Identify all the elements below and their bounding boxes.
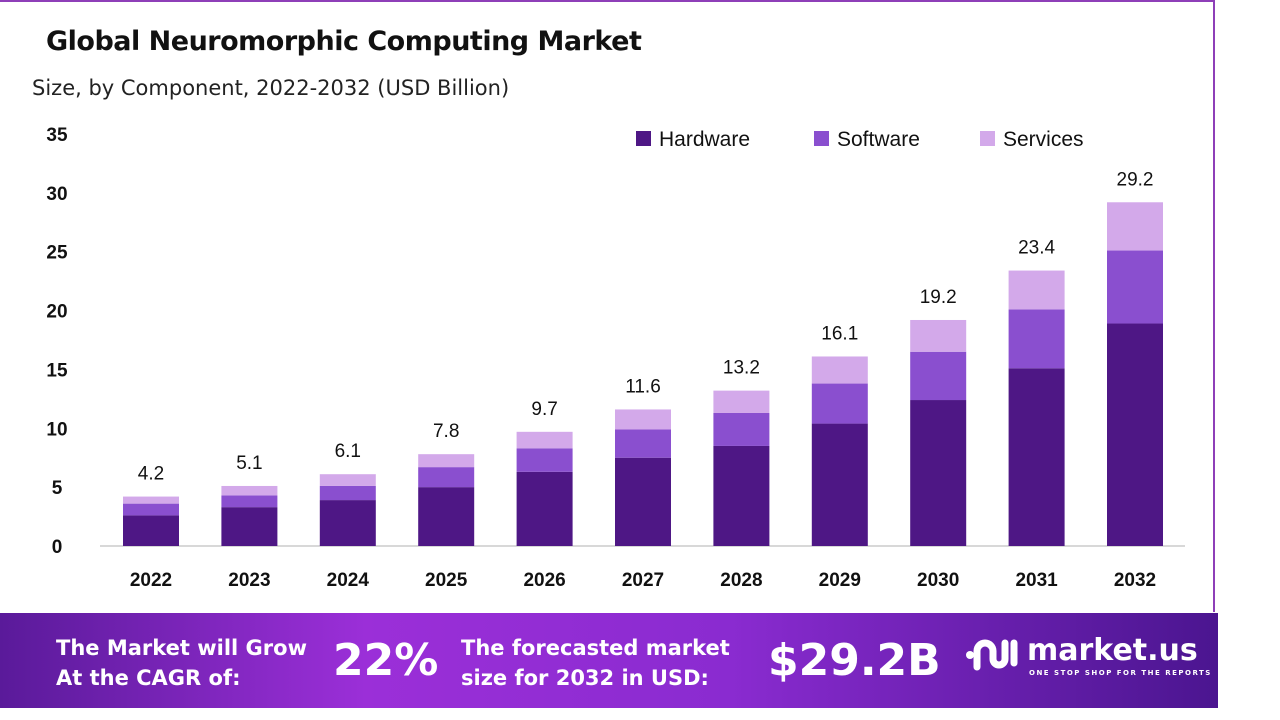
y-tick-label: 20 bbox=[46, 302, 67, 323]
x-tick-label: 2031 bbox=[1015, 570, 1058, 591]
summary-banner: The Market will Grow At the CAGR of: 22%… bbox=[0, 613, 1218, 708]
y-tick-label: 25 bbox=[46, 243, 68, 264]
data-label: 7.8 bbox=[433, 421, 459, 442]
bar-segment-hardware bbox=[418, 487, 475, 546]
bar-segment-software bbox=[123, 503, 179, 516]
cagr-label-line1: The Market will Grow bbox=[56, 636, 307, 660]
data-label: 13.2 bbox=[723, 358, 760, 379]
logo-mark-icon bbox=[966, 639, 1018, 671]
legend-label: Software bbox=[837, 128, 920, 151]
x-tick-label: 2025 bbox=[425, 570, 468, 591]
bar-segment-hardware bbox=[615, 457, 671, 546]
data-label: 16.1 bbox=[821, 323, 858, 344]
bar-segment-software bbox=[319, 485, 376, 501]
y-tick-label: 30 bbox=[46, 184, 67, 205]
bar-segment-software bbox=[221, 495, 278, 508]
data-label: 23.4 bbox=[1018, 238, 1055, 259]
bar-segment-hardware bbox=[123, 515, 179, 546]
stacked-bar-chart: 051015202530354.220225.120236.120247.820… bbox=[46, 125, 1185, 591]
data-label: 19.2 bbox=[920, 287, 957, 308]
bar-segment-services bbox=[221, 485, 278, 496]
bar-segment-services bbox=[1008, 270, 1065, 310]
cagr-value: 22% bbox=[333, 635, 439, 686]
x-tick-label: 2022 bbox=[130, 570, 172, 591]
bar-segment-software bbox=[418, 467, 475, 488]
x-tick-label: 2029 bbox=[819, 570, 861, 591]
logo-name: market.us bbox=[1027, 633, 1198, 668]
forecast-label-line2: size for 2032 in USD: bbox=[461, 666, 709, 690]
bar-segment-hardware bbox=[1107, 323, 1163, 546]
bar-segment-software bbox=[516, 448, 573, 472]
bar-segment-software bbox=[910, 351, 967, 401]
bar-segment-software bbox=[811, 383, 868, 424]
bar-segment-hardware bbox=[319, 500, 376, 546]
bar-segment-services bbox=[713, 390, 770, 413]
bar-segment-software bbox=[1008, 309, 1065, 369]
legend-swatch-software bbox=[814, 131, 829, 146]
bar-segment-hardware bbox=[910, 400, 967, 546]
cagr-label: The Market will Grow At the CAGR of: bbox=[56, 633, 307, 693]
bar-segment-services bbox=[910, 319, 967, 352]
legend-label: Hardware bbox=[659, 128, 750, 151]
logo-tagline: ONE STOP SHOP FOR THE REPORTS bbox=[1029, 669, 1212, 677]
legend-swatch-hardware bbox=[636, 131, 651, 146]
data-label: 5.1 bbox=[236, 453, 262, 474]
bar-segment-hardware bbox=[1008, 368, 1065, 546]
y-tick-label: 0 bbox=[52, 537, 63, 558]
chart-title: Global Neuromorphic Computing Market bbox=[46, 26, 642, 57]
data-label: 9.7 bbox=[531, 399, 557, 420]
x-tick-label: 2032 bbox=[1114, 570, 1156, 591]
y-tick-label: 10 bbox=[46, 419, 67, 440]
x-tick-label: 2027 bbox=[622, 570, 664, 591]
forecast-value: $29.2B bbox=[768, 635, 941, 686]
y-tick-label: 5 bbox=[52, 478, 63, 499]
x-tick-label: 2023 bbox=[228, 570, 270, 591]
data-label: 11.6 bbox=[625, 376, 661, 397]
chart-frame bbox=[0, 0, 1215, 612]
legend-swatch-services bbox=[980, 131, 995, 146]
bar-segment-services bbox=[516, 431, 573, 449]
bar-segment-services bbox=[123, 496, 179, 504]
chart-subtitle: Size, by Component, 2022-2032 (USD Billi… bbox=[32, 76, 510, 100]
bar-segment-hardware bbox=[221, 507, 278, 546]
y-tick-label: 35 bbox=[46, 125, 68, 146]
x-tick-label: 2028 bbox=[720, 570, 762, 591]
legend-label: Services bbox=[1003, 128, 1084, 151]
x-tick-label: 2026 bbox=[523, 570, 565, 591]
data-label: 6.1 bbox=[335, 441, 361, 462]
bar-segment-software bbox=[1107, 250, 1163, 324]
cagr-label-line2: At the CAGR of: bbox=[56, 666, 241, 690]
forecast-label: The forecasted market size for 2032 in U… bbox=[461, 633, 730, 693]
bar-segment-services bbox=[1107, 202, 1163, 251]
bar-segment-hardware bbox=[713, 445, 770, 546]
bar-segment-services bbox=[811, 356, 868, 384]
bar-segment-hardware bbox=[516, 471, 573, 546]
x-tick-label: 2030 bbox=[917, 570, 959, 591]
data-label: 4.2 bbox=[138, 464, 164, 485]
x-tick-label: 2024 bbox=[327, 570, 370, 591]
data-label: 29.2 bbox=[1117, 169, 1154, 190]
bar-segment-services bbox=[319, 474, 376, 486]
y-tick-label: 15 bbox=[46, 360, 68, 381]
bar-segment-services bbox=[418, 454, 475, 468]
forecast-label-line1: The forecasted market bbox=[461, 636, 730, 660]
bar-segment-services bbox=[615, 409, 671, 430]
bar-segment-software bbox=[713, 412, 770, 446]
bar-segment-software bbox=[615, 429, 671, 458]
bar-segment-hardware bbox=[811, 423, 868, 546]
